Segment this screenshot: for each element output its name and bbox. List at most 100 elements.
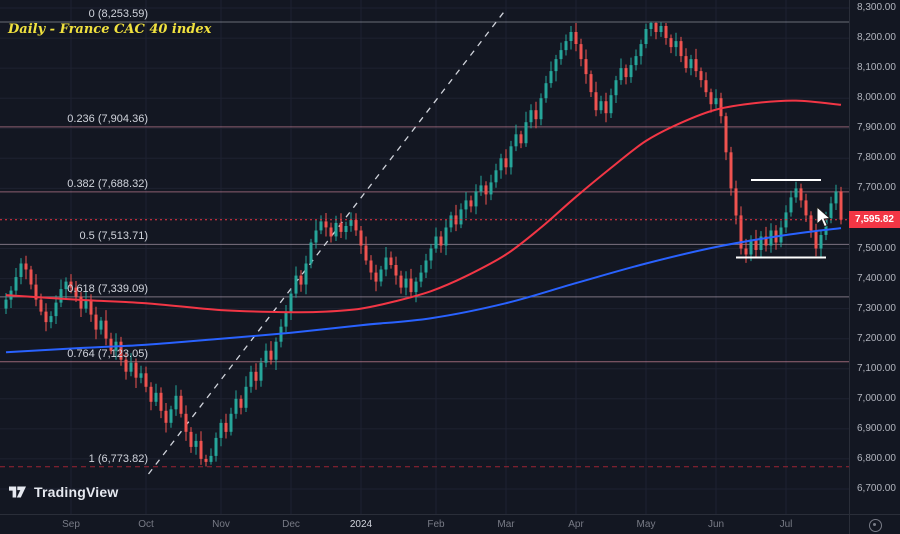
candle-body — [809, 215, 813, 231]
candle-body — [269, 350, 273, 360]
price-axis[interactable]: 8,300.00 8,200.00 8,100.00 8,000.00 7,900.00… — [849, 0, 900, 514]
candle-body — [544, 83, 548, 99]
candle-body — [349, 219, 353, 226]
candle-body — [584, 59, 588, 75]
candle-body — [124, 359, 128, 372]
candle-body — [759, 236, 763, 250]
candle-body — [529, 110, 533, 123]
candle-body — [659, 26, 663, 32]
candle-body — [649, 23, 653, 29]
candle-body — [749, 239, 753, 255]
candle-body — [109, 338, 113, 351]
time-axis-label: Oct — [138, 519, 154, 530]
candle-body — [319, 221, 323, 231]
candle-body — [39, 299, 43, 312]
candle-body — [834, 191, 838, 204]
candle-body — [294, 275, 298, 294]
price-axis-label: 7,500.00 — [857, 242, 896, 254]
candle-body — [149, 386, 153, 402]
candle-body — [84, 299, 88, 309]
settings-icon[interactable] — [869, 518, 882, 532]
chart-pane[interactable]: Daily - France CAC 40 index TradingView … — [0, 0, 849, 514]
candle-body — [89, 299, 93, 315]
fib-level-label: 0 (8,253.59) — [88, 7, 148, 20]
candle-body — [669, 38, 673, 48]
candle-body — [314, 230, 318, 243]
price-axis-label: 7,900.00 — [857, 122, 896, 134]
sma-blue-line[interactable] — [5, 227, 842, 354]
candle-body — [549, 71, 553, 84]
candle-body — [744, 248, 748, 255]
axis-corner[interactable] — [849, 514, 900, 534]
candle-body — [489, 182, 493, 195]
candle-body — [184, 413, 188, 432]
candle-body — [329, 227, 333, 237]
chart-canvas[interactable] — [0, 0, 849, 514]
last-price-badge: 7,595.82 — [849, 211, 900, 229]
candle-body — [739, 215, 743, 249]
candle-body — [764, 236, 768, 246]
price-axis-label: 8,300.00 — [857, 2, 896, 13]
candle-body — [629, 65, 633, 78]
candle-body — [394, 265, 398, 276]
candle-body — [404, 278, 408, 288]
candle-body — [54, 302, 58, 317]
candle-body — [119, 341, 123, 360]
candle-body — [609, 95, 613, 114]
candle-body — [634, 56, 638, 66]
candle-body — [384, 257, 388, 270]
candle-body — [494, 170, 498, 183]
candle-body — [439, 236, 443, 246]
candle-body — [254, 371, 258, 381]
price-axis-label: 7,200.00 — [857, 332, 896, 344]
candle-body — [479, 185, 483, 192]
candle-body — [129, 362, 133, 372]
fib-level-label: 1 (6,773.82) — [88, 452, 148, 465]
candle-body — [539, 98, 543, 120]
time-axis[interactable]: Sep Oct Nov Dec 2024 Feb Mar Apr May Jun Jul — [0, 514, 849, 534]
price-axis-label: 8,200.00 — [857, 32, 896, 44]
sma-red-line[interactable] — [5, 99, 842, 314]
candle-body — [599, 101, 603, 111]
candle-body — [714, 98, 718, 105]
candle-body — [14, 277, 18, 291]
candle-body — [794, 188, 798, 198]
candle-body — [94, 314, 98, 330]
candle-body — [174, 395, 178, 410]
fib-level-label: 0.236 (7,904.36) — [67, 112, 148, 125]
candle-body — [589, 74, 593, 93]
candle-body — [719, 98, 723, 117]
chart-title-annotation[interactable]: Daily - France CAC 40 index — [8, 22, 212, 37]
candle-body — [264, 350, 268, 363]
candle-body — [389, 257, 393, 265]
candle-body — [509, 146, 513, 168]
last-price-value: 7,595.82 — [855, 214, 894, 226]
candle-body — [444, 227, 448, 246]
time-axis-label: Apr — [568, 519, 584, 530]
candle-body — [374, 272, 378, 282]
candle-body — [839, 191, 843, 220]
candle-body — [249, 371, 253, 387]
candle-body — [504, 158, 508, 168]
candle-body — [239, 398, 243, 408]
trendline-drawing[interactable] — [147, 12, 505, 475]
candle-body — [219, 422, 223, 438]
candle-body — [554, 59, 558, 72]
candle-body — [24, 263, 28, 270]
candle-body — [674, 41, 678, 48]
candle-body — [4, 299, 8, 309]
candle-body — [729, 152, 733, 189]
candle-body — [614, 80, 618, 96]
candle-body — [74, 287, 78, 297]
candle-body — [234, 398, 238, 414]
candle-body — [204, 458, 208, 462]
candle-body — [464, 200, 468, 210]
candle-body — [564, 41, 568, 51]
tradingview-logo[interactable]: TradingView — [8, 482, 118, 501]
candle-body — [484, 185, 488, 195]
time-axis-label: Jun — [707, 519, 725, 530]
candle-body — [34, 284, 38, 300]
price-axis-label: 7,000.00 — [857, 392, 896, 404]
candle-body — [654, 23, 658, 32]
